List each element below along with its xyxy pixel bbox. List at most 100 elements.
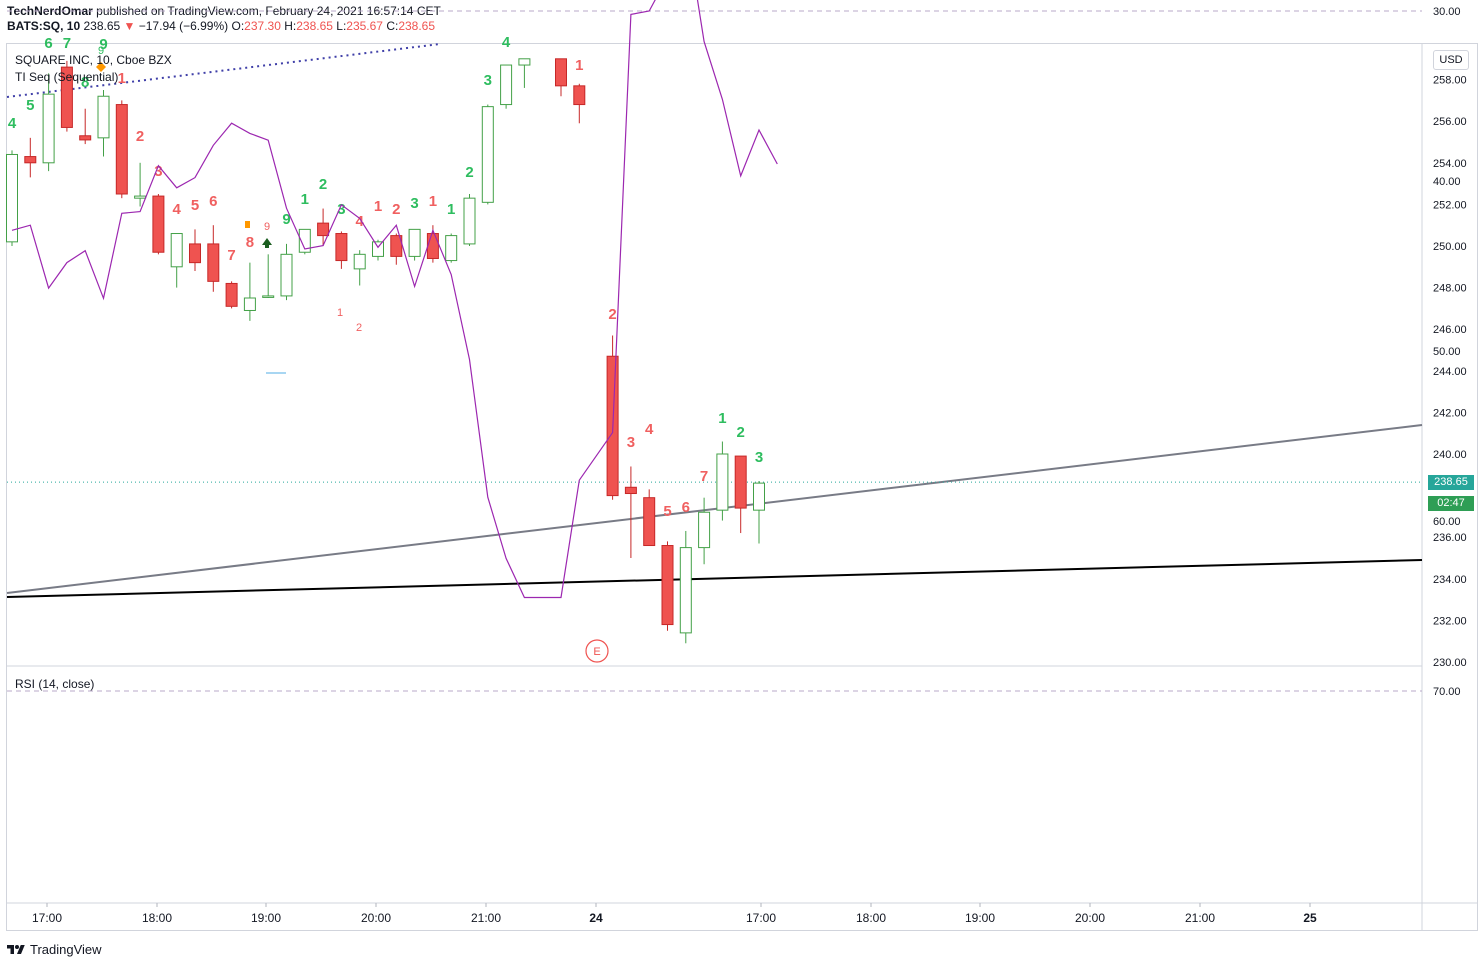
candle-body: [152, 195, 165, 253]
sequential-count-label: 1: [374, 198, 382, 215]
currency-button[interactable]: USD: [1433, 50, 1469, 70]
sequential-count-label: 1: [447, 201, 455, 218]
time-tick-label: 18:00: [142, 911, 172, 925]
candle-body: [170, 233, 183, 268]
candle-body: [6, 153, 18, 243]
close-value: 238.65: [398, 19, 436, 33]
sequential-count-label: 8: [246, 234, 254, 251]
candle-body: [463, 197, 476, 245]
sequential-count-label: 1: [575, 57, 583, 74]
sequential-count-label: 7: [63, 35, 71, 52]
tradingview-logo-icon: [7, 944, 25, 954]
candle-body: [716, 453, 729, 511]
price-tick-label: 258.00: [1433, 75, 1467, 87]
price-tick-label: 252.00: [1433, 199, 1467, 211]
sequential-count-label: 4: [645, 421, 654, 438]
last-price-tag: 238.65: [1428, 475, 1474, 490]
open-label: O:: [231, 19, 245, 33]
candle-body: [661, 545, 674, 626]
sequential-count-label: 2: [392, 201, 400, 218]
candle-body: [24, 156, 37, 164]
candle-body: [643, 497, 656, 547]
sequential-count-label: 8: [81, 74, 89, 91]
price-tick-label: 246.00: [1433, 324, 1467, 336]
earnings-marker-icon: [585, 639, 609, 663]
sequential-count-label: 4: [8, 115, 17, 132]
sequential-count-label: 1: [118, 70, 126, 87]
grey-trendline: [6, 424, 1423, 594]
candle-body: [207, 243, 220, 282]
candle-body: [408, 228, 421, 257]
indicator-legend[interactable]: TI Seq (Sequential): [15, 70, 119, 84]
tradingview-brand: TradingView: [30, 942, 102, 957]
high-value: 238.65: [296, 19, 333, 33]
sequential-small-label: 9: [98, 45, 104, 57]
price-tick-label: 230.00: [1433, 657, 1467, 669]
sequential-count-label: 2: [319, 176, 327, 193]
time-tick-label: 21:00: [471, 911, 501, 925]
setup-diamond-icon: [96, 62, 106, 72]
author-name[interactable]: TechNerdOmar: [7, 4, 93, 18]
sequential-count-label: 7: [227, 247, 235, 264]
price-tick-label: 244.00: [1433, 366, 1467, 378]
sequential-count-label: 4: [173, 201, 182, 218]
rsi-tick-label: 70.00: [1433, 686, 1461, 698]
candle-body: [426, 233, 439, 259]
candle-body: [42, 93, 55, 164]
sequential-count-label: 6: [44, 35, 52, 52]
price-tick-label: 242.00: [1433, 407, 1467, 419]
low-value: 235.67: [346, 19, 383, 33]
time-tick-label: 20:00: [1075, 911, 1105, 925]
sequential-count-label: 1: [429, 193, 437, 210]
rsi-line: [11, 0, 778, 599]
sequential-count-label: 2: [465, 164, 473, 181]
sequential-count-label: 3: [154, 163, 162, 180]
earnings-marker-label: E: [593, 646, 600, 658]
time-tick-label: 17:00: [32, 911, 62, 925]
sequential-count-label: 9: [282, 211, 290, 228]
candle-body: [280, 253, 293, 297]
sequential-count-label: 5: [663, 503, 671, 520]
candle-body: [262, 295, 275, 298]
time-tick-label: 17:00: [746, 911, 776, 925]
dotted-resistance-line: [6, 43, 441, 98]
symbol-label: BATS:SQ, 10: [7, 19, 81, 33]
candle-body: [500, 64, 513, 106]
rsi-tick-label: 60.00: [1433, 516, 1461, 528]
price-tick-label: 234.00: [1433, 574, 1467, 586]
rsi-tick-label: 30.00: [1433, 6, 1461, 18]
rsi-tick-label: 40.00: [1433, 176, 1461, 188]
candle-body: [573, 85, 586, 106]
rsi-legend[interactable]: RSI (14, close): [15, 677, 95, 691]
candle-body: [698, 511, 711, 549]
candle-body: [134, 195, 147, 199]
symbol-legend[interactable]: SQUARE INC, 10, Cboe BZX: [15, 53, 172, 67]
sequential-count-label: 9: [99, 36, 107, 53]
sequential-count-label: 3: [484, 72, 492, 89]
price-tick-label: 250.00: [1433, 241, 1467, 253]
candle-body: [353, 253, 366, 270]
time-tick-label: 24: [589, 911, 603, 925]
candle-body: [445, 235, 458, 262]
sequential-small-label: 9: [264, 221, 270, 233]
low-label: L:: [336, 19, 347, 33]
bar-countdown-tag: 02:47: [1428, 496, 1474, 511]
sequential-count-label: 2: [737, 424, 745, 441]
candle-body: [243, 297, 256, 311]
price-tick-label: 248.00: [1433, 283, 1467, 295]
candle-body: [225, 282, 238, 307]
chart-frame: [6, 43, 1478, 931]
time-tick-label: 19:00: [251, 911, 281, 925]
setup-flag-icon: [245, 221, 250, 228]
time-tick-label: 18:00: [856, 911, 886, 925]
quote-line: BATS:SQ, 10 238.65 ▼ −17.94 (−6.99%) O:2…: [7, 19, 441, 34]
sequential-count-label: 7: [700, 468, 708, 485]
candle-body: [753, 482, 765, 511]
sequential-count-label: 6: [682, 499, 690, 516]
price-tick-label: 254.00: [1433, 158, 1467, 170]
sequential-count-label: 3: [337, 201, 345, 218]
tradingview-footer[interactable]: TradingView: [6, 942, 102, 957]
time-tick-label: 19:00: [965, 911, 995, 925]
price-tick-label: 236.00: [1433, 532, 1467, 544]
